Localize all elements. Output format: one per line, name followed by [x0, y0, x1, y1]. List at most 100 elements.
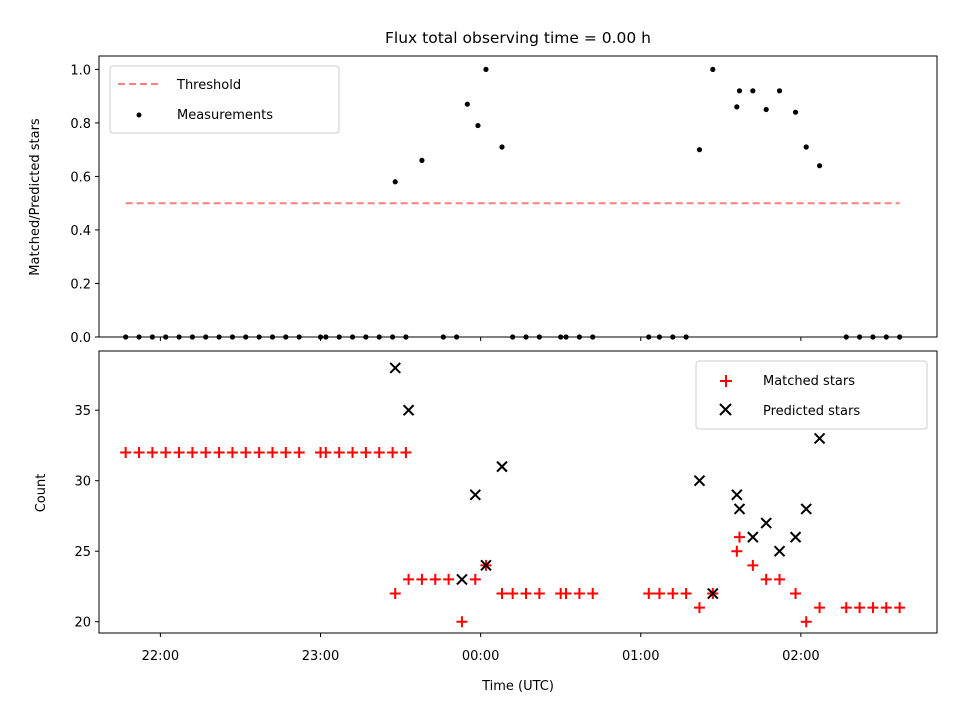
measurement-point [454, 334, 460, 340]
measurement-point [857, 334, 863, 340]
bottom-x-tick-label: 01:00 [622, 649, 659, 664]
measurement-point [296, 334, 302, 340]
matched-star-point [320, 447, 332, 459]
matched-star-point [653, 588, 665, 600]
matched-star-point [880, 602, 892, 614]
matched-star-point [226, 447, 238, 459]
x-axis-label: Time (UTC) [481, 679, 554, 694]
matched-star-point [240, 447, 252, 459]
matched-star-point [760, 573, 772, 585]
measurement-point [483, 66, 489, 72]
top-panel: Matched/Predicted stars 0.0 0.2 0.4 0.6 0.8 1… [28, 55, 938, 346]
matched-star-point [790, 588, 802, 600]
measurement-point [670, 334, 676, 340]
measurement-point [510, 334, 516, 340]
legend-matched-label: Matched stars [763, 374, 855, 389]
measurement-point [870, 334, 876, 340]
matched-star-point [173, 447, 185, 459]
legend-predicted-swatch [719, 403, 732, 416]
bottom-y-tick-label: 20 [74, 616, 91, 631]
measurement-point [323, 334, 329, 340]
measurement-point [734, 104, 740, 110]
measurement-point [897, 334, 903, 340]
measurement-point [363, 334, 369, 340]
matched-star-point [854, 602, 866, 614]
measurement-point [792, 109, 799, 115]
top-legend: Threshold Measurements [109, 65, 340, 134]
matched-star-point [533, 588, 545, 600]
matched-star-point [520, 588, 532, 600]
measurement-point [376, 334, 382, 340]
measurement-point [256, 334, 262, 340]
matched-star-point [133, 447, 145, 459]
matched-star-point [573, 588, 585, 600]
measurement-point [389, 334, 396, 340]
top-y-tick-label: 0.2 [70, 277, 91, 292]
predicted-star-point [402, 404, 415, 416]
bottom-x-tick-label: 22:00 [142, 649, 179, 664]
measurement-point [558, 334, 564, 340]
predicted-star-point [389, 362, 401, 374]
measurement-point [136, 334, 142, 340]
predicted-star-point [707, 587, 719, 600]
matched-star-point [333, 447, 345, 459]
legend-threshold-label: Threshold [176, 78, 241, 93]
measurement-point [803, 144, 809, 150]
measurement-point [683, 334, 689, 340]
top-y-tick-label: 0.4 [70, 224, 91, 239]
measurement-point [392, 179, 398, 185]
measurement-point [216, 334, 222, 340]
bottom-y-tick-label: 30 [74, 475, 91, 490]
predicted-star-point [773, 545, 786, 557]
matched-star-point [266, 447, 278, 459]
top-panel-frame [98, 55, 938, 338]
matched-star-point [643, 588, 655, 600]
top-y-ticks: 0.0 0.2 0.4 0.6 0.8 1.0 [70, 63, 99, 346]
top-y-tick-label: 1.0 [70, 63, 91, 78]
legend-measurement-swatch [136, 112, 142, 118]
bottom-panel: Count Time (UTC) 20 25 30 35 22:00 23:00 00:0… [34, 350, 938, 694]
measurement-point [883, 334, 889, 340]
matched-star-point [429, 573, 441, 585]
measurement-point [646, 334, 652, 340]
matched-star-point [840, 602, 852, 614]
matched-star-point [443, 573, 455, 585]
bottom-legend: Matched stars Predicted stars [695, 360, 928, 430]
predicted-star-point [480, 559, 492, 572]
measurement-point [843, 334, 849, 340]
matched-star-point [403, 573, 415, 585]
bottom-y-tick-label: 25 [74, 545, 91, 560]
predicted-star-point [800, 503, 812, 515]
bottom-legend-box [695, 360, 928, 430]
measurement-point [189, 334, 196, 340]
measurement-point [176, 334, 182, 340]
measurement-point [590, 334, 596, 340]
measurement-point [269, 334, 276, 340]
matched-star-point [747, 559, 759, 571]
measurement-point [750, 88, 756, 94]
matched-star-point [160, 447, 172, 459]
matched-star-point [120, 447, 132, 459]
bottom-x-ticks: 22:00 23:00 00:00 01:00 02:00 [142, 633, 820, 664]
measurement-point [499, 144, 505, 150]
measurement-point [243, 334, 249, 340]
matched-star-point [360, 447, 372, 459]
matched-star-point [400, 447, 412, 459]
measurement-point [283, 334, 289, 340]
measurement-point [816, 163, 823, 169]
measurement-point [576, 334, 582, 340]
legend-measurement-label: Measurements [177, 108, 273, 123]
matched-star-point [496, 588, 508, 600]
measurement-point [656, 334, 663, 340]
matched-star-point [186, 447, 198, 459]
matched-star-point [693, 602, 705, 614]
measurement-point [317, 334, 324, 340]
matched-star-point [293, 447, 305, 459]
measurement-point [763, 106, 769, 113]
bottom-x-tick-label: 00:00 [462, 649, 499, 664]
predicted-star-point [496, 460, 508, 473]
matched-star-point [253, 447, 265, 459]
matched-star-point [867, 602, 879, 614]
matched-star-point [469, 573, 481, 585]
